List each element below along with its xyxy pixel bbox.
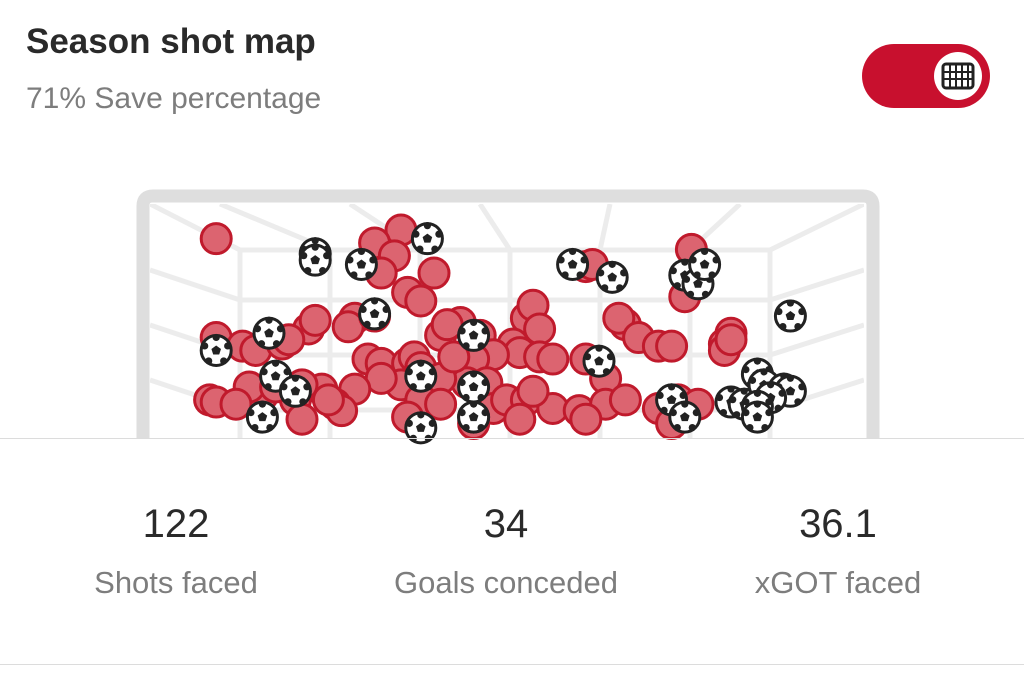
saved-shot-point xyxy=(602,301,636,335)
stat-value: 36.1 xyxy=(799,502,877,546)
saved-shot-point xyxy=(285,402,319,436)
saved-shot-point xyxy=(298,303,332,337)
net-line xyxy=(597,204,613,251)
goal-net-icon xyxy=(941,62,975,90)
save-percentage-subtitle: 71% Save percentage xyxy=(26,82,322,115)
goal-view-toggle[interactable] xyxy=(862,44,990,108)
saved-shot-point xyxy=(503,402,537,436)
shot-map-chart xyxy=(136,189,880,445)
goal-ball-icon xyxy=(245,400,279,434)
goal-ball-icon xyxy=(199,333,233,367)
saved-shot-point xyxy=(311,383,345,417)
saved-shot-point xyxy=(404,284,438,318)
stat-value: 34 xyxy=(483,502,529,546)
goal-ball-icon xyxy=(278,374,312,408)
stat-label: Goals conceded xyxy=(393,565,619,600)
stat-shots-faced: 122 Shots faced xyxy=(16,500,336,602)
stat-goals-conceded: 34 Goals conceded xyxy=(346,500,666,602)
goal-ball-icon xyxy=(410,222,444,256)
saved-shot-point xyxy=(437,340,471,374)
goal-ball-icon xyxy=(344,247,378,281)
goal-ball-icon xyxy=(252,316,286,350)
saved-shot-point xyxy=(536,342,570,376)
saved-shot-point xyxy=(714,323,748,357)
goal-ball-icon xyxy=(582,344,616,378)
bottom-divider xyxy=(0,664,1024,665)
goal-ball-icon xyxy=(404,359,438,393)
goal-ball-icon xyxy=(457,370,491,404)
goal-ball-icon xyxy=(404,411,438,445)
goal-ball-icon xyxy=(457,400,491,434)
saved-shot-point xyxy=(569,402,603,436)
goal-ball-icon xyxy=(259,359,293,393)
net-line xyxy=(769,267,864,303)
saved-shot-point xyxy=(199,222,233,256)
goal-ball-icon xyxy=(298,243,332,277)
saved-shot-point xyxy=(219,387,253,421)
stat-label: xGOT faced xyxy=(754,565,922,600)
goal-ball-icon xyxy=(358,297,392,331)
stat-value: 122 xyxy=(142,502,210,546)
goal-ball-icon xyxy=(668,400,702,434)
saved-shot-point xyxy=(655,329,689,363)
net-line xyxy=(768,204,864,253)
net-line xyxy=(769,322,864,358)
stat-label: Shots faced xyxy=(94,565,258,600)
section-title: Season shot map xyxy=(26,22,316,61)
goal-ball-icon xyxy=(740,400,774,434)
saved-shot-point xyxy=(608,383,642,417)
goal-ball-icon xyxy=(595,260,629,294)
chart-divider xyxy=(0,438,1024,439)
saved-shot-point xyxy=(424,387,458,421)
saved-shot-point xyxy=(516,374,550,408)
goal-ball-icon xyxy=(556,247,590,281)
net-line xyxy=(477,204,513,252)
stat-xgot-faced: 36.1 xGOT faced xyxy=(678,500,998,602)
toggle-knob[interactable] xyxy=(934,52,982,100)
goals-conceded-shots xyxy=(199,222,807,445)
net-line xyxy=(150,267,241,303)
goal-ball-icon xyxy=(773,299,807,333)
goal-ball-icon xyxy=(688,247,722,281)
saved-shot-point xyxy=(417,256,451,290)
goal-ball-icon xyxy=(457,318,491,352)
